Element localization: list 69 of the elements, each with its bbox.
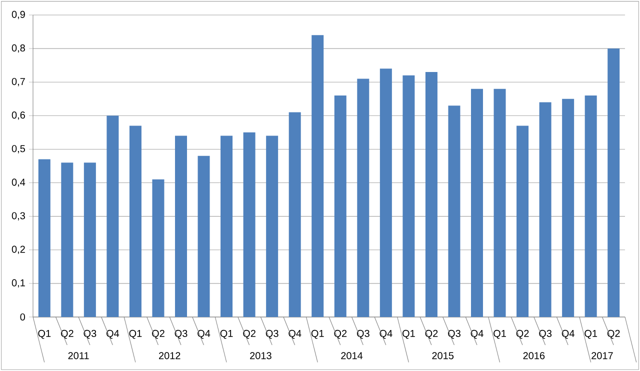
bar xyxy=(175,136,188,317)
x-tick-label: Q2 xyxy=(60,330,74,339)
bar xyxy=(129,126,142,317)
x-tick-label: Q4 xyxy=(470,330,484,339)
text: 2017 xyxy=(592,352,613,360)
x-tick-label: Q2 xyxy=(425,330,438,339)
bar xyxy=(470,88,483,317)
bar xyxy=(61,162,74,317)
x-tick-label: Q3 xyxy=(84,330,96,339)
y-tick-label: 0,7 xyxy=(12,78,25,86)
bar xyxy=(539,102,552,317)
x-tick-label: Q3 xyxy=(539,330,552,339)
x-tick-label: Q4 xyxy=(106,330,120,339)
x-tick-label: Q4 xyxy=(288,330,302,339)
bar xyxy=(494,88,506,317)
bar xyxy=(106,116,119,317)
bar xyxy=(243,132,256,317)
bar xyxy=(84,162,96,317)
x-tick-label: Q3 xyxy=(174,330,188,339)
bar xyxy=(152,179,164,317)
bar xyxy=(266,136,278,317)
y-tick-label: 0,9 xyxy=(12,10,25,20)
text: 2014 xyxy=(341,352,363,360)
x-tick-label: Q3 xyxy=(448,330,460,339)
bar xyxy=(288,112,301,317)
bar xyxy=(562,98,574,317)
bar xyxy=(448,106,460,317)
bar xyxy=(380,68,392,317)
y-tick-label: 0,8 xyxy=(12,44,25,53)
bar xyxy=(608,48,620,317)
x-tick-label: Q1 xyxy=(311,330,324,339)
y-tick-label: 0,4 xyxy=(12,178,26,187)
y-tick-label: 0,1 xyxy=(12,279,25,288)
x-tick-label: Q1 xyxy=(38,330,51,339)
x-tick-label: Q2 xyxy=(152,330,164,339)
x-tick-label: Q3 xyxy=(356,330,370,339)
y-tick-label: 0,6 xyxy=(12,112,25,120)
text: 2015 xyxy=(432,352,454,360)
y-tick-label: 0,2 xyxy=(12,246,25,254)
x-tick-label: Q1 xyxy=(220,330,233,339)
bar xyxy=(38,159,50,317)
x-tick-label: Q2 xyxy=(243,330,256,339)
x-tick-label: Q2 xyxy=(516,330,529,339)
x-tick-label: Q2 xyxy=(607,330,620,339)
bar xyxy=(357,78,370,317)
bar xyxy=(402,75,415,317)
bar xyxy=(584,96,597,317)
bar xyxy=(516,126,529,317)
x-tick-label: Q4 xyxy=(380,330,392,339)
x-tick-label: Q1 xyxy=(494,330,506,339)
x-tick-label: Q4 xyxy=(198,330,210,339)
bar xyxy=(198,156,210,317)
text: 2016 xyxy=(523,352,545,360)
bar xyxy=(334,96,346,317)
text: 2013 xyxy=(250,352,272,360)
x-tick-label: Q1 xyxy=(584,330,598,339)
bar xyxy=(425,72,438,317)
text: 2012 xyxy=(159,352,180,360)
x-tick-label: Q1 xyxy=(129,330,142,339)
x-tick-label: Q4 xyxy=(562,330,574,339)
y-tick-label: 0 xyxy=(20,313,26,321)
y-tick-label: 0,5 xyxy=(12,145,25,154)
y-tick-label: 0,3 xyxy=(12,212,25,220)
x-tick-label: Q3 xyxy=(266,330,278,339)
text: 2011 xyxy=(68,352,89,360)
x-tick-label: Q2 xyxy=(334,330,347,339)
bar xyxy=(312,35,324,317)
x-tick-label: Q1 xyxy=(402,330,415,339)
bar xyxy=(220,136,233,317)
